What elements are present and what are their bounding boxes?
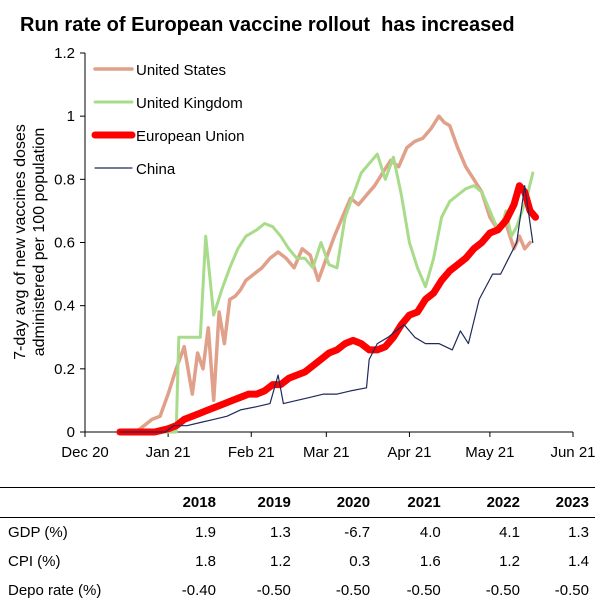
table-cell: -0.50 bbox=[406, 582, 441, 599]
x-tick-label: Jan 21 bbox=[146, 444, 191, 461]
y-tick-label: 0.6 bbox=[54, 235, 75, 252]
x-tick-label: May 21 bbox=[465, 444, 514, 461]
table-cell: -6.7 bbox=[344, 524, 371, 541]
table-cell: 1.8 bbox=[195, 553, 216, 570]
x-tick-label: Dec 20 bbox=[61, 444, 109, 461]
table-cell: -0.50 bbox=[485, 582, 520, 599]
legend-label: China bbox=[136, 161, 176, 178]
table-year-header: 2020 bbox=[296, 487, 377, 518]
table-cell: -0.50 bbox=[335, 582, 371, 599]
table-cell: 0.3 bbox=[349, 553, 371, 570]
table-year-header: 2019 bbox=[221, 487, 297, 518]
table-cell: 1.2 bbox=[499, 553, 520, 570]
table-cell: 1.6 bbox=[419, 553, 441, 570]
table-year-header: 2022 bbox=[446, 487, 526, 518]
y-axis-title: 7-day avg of new vaccines doses administ… bbox=[12, 124, 48, 360]
table-cell: 1.4 bbox=[568, 553, 589, 570]
y-axis-title-line2: administered per 100 population bbox=[31, 128, 48, 357]
table-cell: -0.50 bbox=[554, 582, 589, 599]
y-axis-title-line1: 7-day avg of new vaccines doses bbox=[12, 124, 29, 360]
x-ticks: Dec 20 Jan 21 Feb 21 Mar 21 Apr 21 May 21 Jun … bbox=[61, 432, 595, 461]
series-line-united-states bbox=[118, 114, 532, 434]
table-row: CPI (%) 1.8 1.2 0.3 1.6 1.2 1.4 bbox=[0, 547, 595, 576]
y-tick-label: 1.2 bbox=[54, 45, 75, 62]
y-ticks: 0 0.2 0.4 0.6 0.8 1 1.2 bbox=[54, 45, 85, 441]
chart-title: Run rate of European vaccine rollout has… bbox=[20, 14, 515, 36]
x-tick-label: Apr 21 bbox=[387, 444, 431, 461]
x-tick-label: Feb 21 bbox=[228, 444, 275, 461]
legend: United States United Kingdom European Unio… bbox=[91, 62, 244, 178]
table-cell: 1.9 bbox=[195, 524, 216, 541]
y-tick-label: 0.4 bbox=[54, 298, 75, 315]
table-row: GDP (%) 1.9 1.3 -6.7 4.0 4.1 1.3 bbox=[0, 518, 595, 548]
table-cell: 1.2 bbox=[270, 553, 291, 570]
line-chart: 0 0.2 0.4 0.6 0.8 1 1.2 Dec 20 Jan 21 Feb 21 Mar … bbox=[12, 45, 595, 461]
x-tick-label: Mar 21 bbox=[303, 444, 350, 461]
table-cell: 4.1 bbox=[499, 524, 520, 541]
series-line-united-kingdom bbox=[118, 152, 535, 434]
forecast-table: 2018 2019 2020 2021 2022 2023 GDP (%) 1.9 1.3 -6.… bbox=[0, 487, 595, 605]
table-row-label: CPI (%) bbox=[8, 553, 61, 570]
table-cell: 4.0 bbox=[419, 524, 441, 541]
series-line-china bbox=[119, 185, 534, 433]
table-year-header: 2018 bbox=[132, 487, 222, 518]
y-tick-label: 0.2 bbox=[54, 361, 75, 378]
table-year-header: 2021 bbox=[376, 487, 447, 518]
legend-label: United States bbox=[136, 62, 226, 79]
table-row-label: GDP (%) bbox=[8, 524, 68, 541]
table-header-row: 2018 2019 2020 2021 2022 2023 bbox=[0, 487, 595, 518]
table-cell: 1.3 bbox=[568, 524, 589, 541]
table-year-header: 2023 bbox=[525, 487, 595, 518]
table-row-label: Depo rate (%) bbox=[8, 582, 102, 599]
table-cell: -0.40 bbox=[181, 582, 216, 599]
table-cell: 1.3 bbox=[270, 524, 291, 541]
legend-label: United Kingdom bbox=[136, 95, 243, 112]
y-tick-label: 0 bbox=[67, 424, 75, 441]
y-tick-label: 0.8 bbox=[54, 171, 75, 188]
legend-label: European Union bbox=[136, 128, 244, 145]
y-tick-label: 1 bbox=[67, 108, 75, 125]
table-corner-cell bbox=[0, 487, 133, 518]
series-layer bbox=[116, 114, 539, 436]
table-cell: -0.50 bbox=[256, 582, 291, 599]
table-row: Depo rate (%) -0.40 -0.50 -0.50 -0.50 -0.50 -0… bbox=[0, 576, 595, 605]
x-tick-label: Jun 21 bbox=[550, 444, 595, 461]
series-line-european-union bbox=[116, 182, 539, 436]
